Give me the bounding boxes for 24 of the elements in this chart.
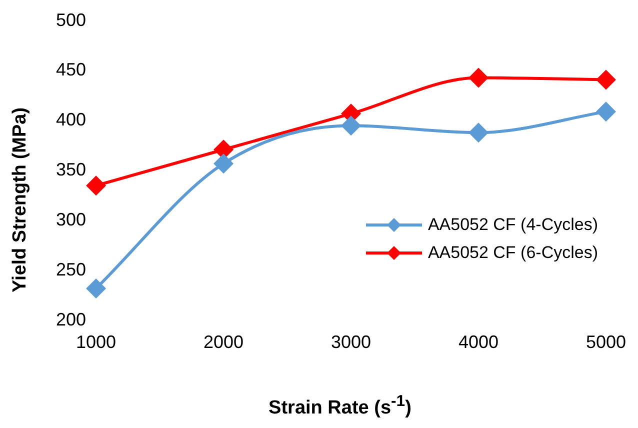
y-tick-label: 450: [56, 60, 86, 80]
y-axis-title: Yield Strength (MPa): [10, 107, 32, 293]
legend-label: AA5052 CF (4-Cycles): [428, 215, 598, 235]
y-tick-label: 200: [56, 309, 86, 330]
y-tick-label: 350: [56, 160, 86, 180]
point: [86, 278, 106, 298]
y-tick-label: 500: [56, 10, 86, 30]
y-tick-label: 250: [56, 259, 86, 280]
point: [596, 102, 616, 122]
x-tick-label: 5000: [586, 332, 626, 352]
point: [86, 176, 106, 196]
x-tick-label: 4000: [458, 332, 499, 352]
point: [341, 116, 362, 136]
y-tick-label: 400: [56, 110, 86, 130]
x-axis-title: Strain Rate (s$^{-1}$): [268, 393, 412, 420]
point: [596, 70, 616, 90]
y-tick-label: 300: [56, 210, 86, 230]
x-tick-label: 2000: [203, 332, 244, 352]
x-tick-label: 3000: [330, 332, 372, 352]
x-tick-label: 1000: [76, 332, 116, 352]
point: [214, 154, 234, 174]
point: [468, 122, 488, 143]
point: [468, 68, 488, 88]
legend-label: AA5052 CF (6-Cycles): [428, 243, 598, 263]
